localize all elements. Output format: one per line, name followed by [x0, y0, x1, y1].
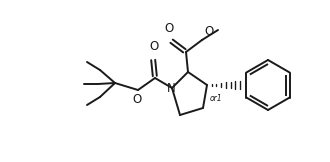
Text: N: N: [167, 81, 175, 94]
Text: O: O: [164, 22, 174, 35]
Text: or1: or1: [210, 94, 223, 103]
Text: O: O: [132, 93, 142, 106]
Text: O: O: [149, 40, 159, 53]
Text: O: O: [204, 25, 213, 38]
